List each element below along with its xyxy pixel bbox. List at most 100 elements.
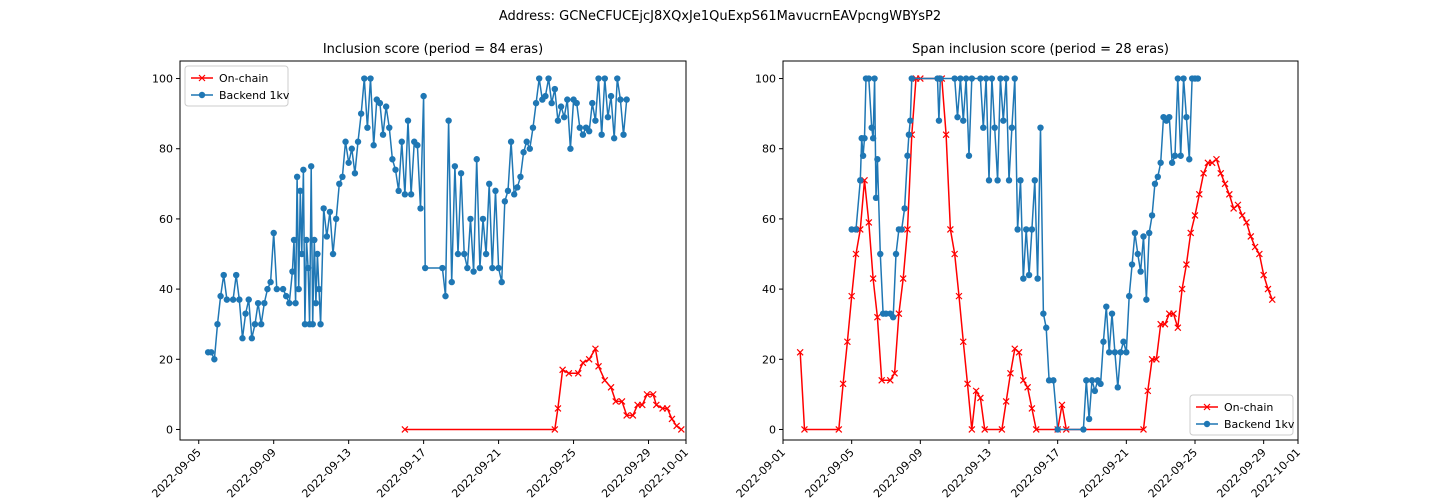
data-point — [261, 299, 268, 307]
series-backend-1kv — [204, 75, 630, 363]
data-point — [1085, 415, 1093, 423]
data-point — [874, 156, 881, 163]
data-point — [229, 296, 237, 303]
data-point — [991, 124, 998, 131]
data-point — [598, 131, 605, 138]
data-point — [267, 278, 274, 286]
data-point — [1174, 75, 1182, 82]
data-point — [1174, 324, 1182, 332]
data-point — [279, 285, 287, 293]
data-point — [336, 180, 343, 188]
data-point — [857, 177, 864, 184]
data-point — [1083, 377, 1090, 384]
x-tick-label: 2022-09-21 — [1077, 446, 1131, 500]
data-point — [937, 75, 944, 82]
data-point — [507, 138, 515, 145]
data-point — [1108, 310, 1116, 317]
data-point — [962, 75, 970, 82]
data-point — [1152, 355, 1160, 363]
data-point — [486, 180, 493, 188]
data-point — [1178, 285, 1186, 293]
data-point — [303, 236, 310, 244]
legend-marker — [1203, 403, 1211, 411]
data-point — [476, 264, 484, 272]
data-point — [891, 369, 899, 377]
data-point — [994, 177, 1001, 184]
data-point — [464, 264, 471, 272]
data-point — [273, 285, 281, 293]
data-point — [908, 75, 915, 82]
data-point — [1182, 261, 1190, 268]
data-point — [574, 369, 582, 377]
data-point — [401, 426, 409, 433]
data-point — [852, 250, 860, 258]
data-point — [954, 113, 961, 121]
data-point — [236, 296, 243, 303]
data-point — [801, 426, 808, 433]
data-point — [1195, 190, 1203, 198]
data-point — [623, 96, 630, 103]
data-point — [607, 92, 615, 100]
data-point — [1200, 169, 1208, 177]
data-point — [612, 397, 620, 405]
data-point — [942, 131, 950, 139]
data-point — [601, 376, 609, 384]
data-point — [579, 131, 587, 138]
data-point — [300, 166, 307, 173]
data-point — [470, 268, 477, 275]
data-point — [868, 124, 875, 131]
chart-title: Inclusion score (period = 84 eras) — [323, 42, 543, 57]
data-point — [1213, 155, 1220, 163]
data-point — [951, 250, 959, 258]
data-point — [1080, 426, 1087, 433]
data-point — [981, 426, 989, 433]
data-point — [946, 226, 954, 233]
data-point — [401, 191, 409, 198]
data-point — [1146, 229, 1153, 237]
data-point — [796, 348, 804, 356]
data-point — [668, 415, 676, 423]
data-point — [420, 92, 427, 100]
data-point — [1000, 117, 1007, 124]
data-point — [557, 103, 565, 110]
data-point — [1260, 271, 1268, 279]
data-point — [843, 338, 851, 346]
data-point — [1154, 173, 1162, 181]
data-point — [835, 426, 843, 433]
data-point — [1043, 324, 1050, 331]
data-point — [964, 380, 971, 388]
data-point — [1234, 201, 1242, 209]
data-point — [1255, 250, 1263, 258]
data-point — [638, 401, 646, 409]
data-point — [1031, 177, 1038, 184]
data-point — [523, 138, 530, 145]
x-tick-label: 2022-09-25 — [1146, 446, 1200, 500]
data-point — [270, 229, 277, 237]
y-tick-label: 40 — [762, 283, 776, 296]
data-point — [1187, 229, 1195, 237]
data-point — [312, 299, 320, 307]
data-point — [610, 135, 618, 142]
data-point — [314, 250, 321, 258]
data-point — [421, 264, 429, 272]
data-point — [258, 320, 265, 328]
data-point — [1221, 180, 1229, 188]
data-point — [1007, 369, 1014, 377]
data-point — [332, 215, 340, 223]
x-tick-label: 2022-09-09 — [871, 446, 925, 500]
data-point — [907, 117, 914, 124]
data-point — [1247, 233, 1255, 240]
series-line — [404, 346, 682, 431]
data-point — [1025, 271, 1033, 279]
data-point — [1002, 75, 1010, 82]
span-inclusion-score-chart: Span inclusion score (period = 28 eras) 0… — [734, 42, 1303, 500]
legend-label: On-chain — [219, 72, 268, 85]
y-tick-label: 0 — [166, 423, 173, 436]
data-point — [677, 426, 685, 433]
data-point — [1019, 376, 1027, 384]
data-point — [342, 138, 349, 145]
data-point — [407, 191, 415, 198]
data-point — [451, 163, 459, 170]
data-point — [1017, 177, 1024, 184]
x-tick-label: 2022-09-17 — [374, 446, 428, 500]
